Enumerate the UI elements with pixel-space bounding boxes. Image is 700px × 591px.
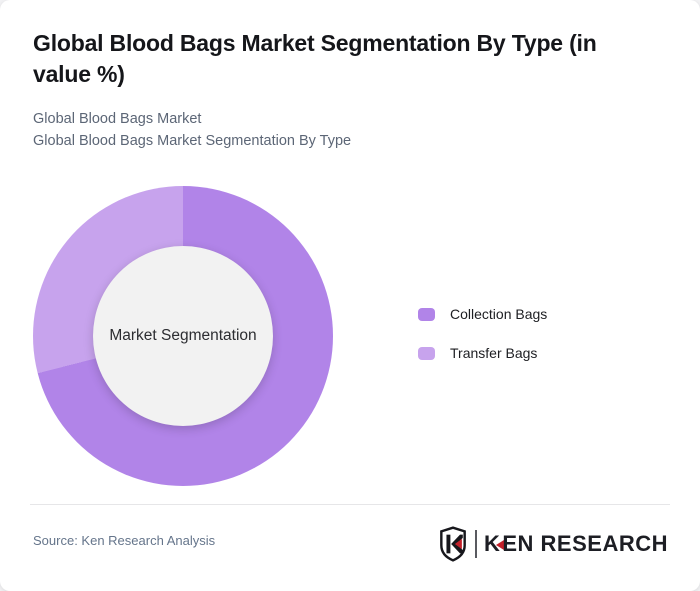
legend-swatch-transfer-bags: [418, 346, 435, 360]
donut-center: Market Segmentation: [93, 246, 273, 426]
ken-research-logo: K EN RESEARCH: [439, 526, 668, 562]
legend-item-transfer-bags: Transfer Bags: [418, 345, 547, 361]
logo-divider: [474, 530, 477, 558]
source-text: Source: Ken Research Analysis: [33, 533, 216, 548]
donut-chart: Market Segmentation: [33, 186, 333, 486]
logo-text: K EN RESEARCH: [484, 531, 668, 557]
footer-divider: [30, 504, 670, 505]
legend-label: Transfer Bags: [450, 345, 538, 361]
page-title: Global Blood Bags Market Segmentation By…: [33, 30, 597, 87]
legend-item-collection-bags: Collection Bags: [418, 306, 548, 322]
logo-text-rest: EN RESEARCH: [502, 531, 668, 556]
donut-center-label: Market Segmentation: [109, 327, 257, 344]
legend-label: Collection Bags: [450, 306, 548, 322]
legend-swatch-collection-bags: [418, 307, 435, 321]
chart-subtitle: Global Blood Bags Market Global Blood Ba…: [33, 108, 351, 152]
logo-shield-icon: [440, 526, 466, 562]
logo-red-triangle-icon: [496, 539, 505, 550]
chart-legend: Collection Bags Transfer Bags: [418, 306, 548, 385]
subtitle-line-2: Global Blood Bags Market Segmentation By…: [33, 133, 352, 149]
logo-text-k: K: [483, 531, 501, 556]
subtitle-line-1: Global Blood Bags Market: [33, 111, 202, 127]
